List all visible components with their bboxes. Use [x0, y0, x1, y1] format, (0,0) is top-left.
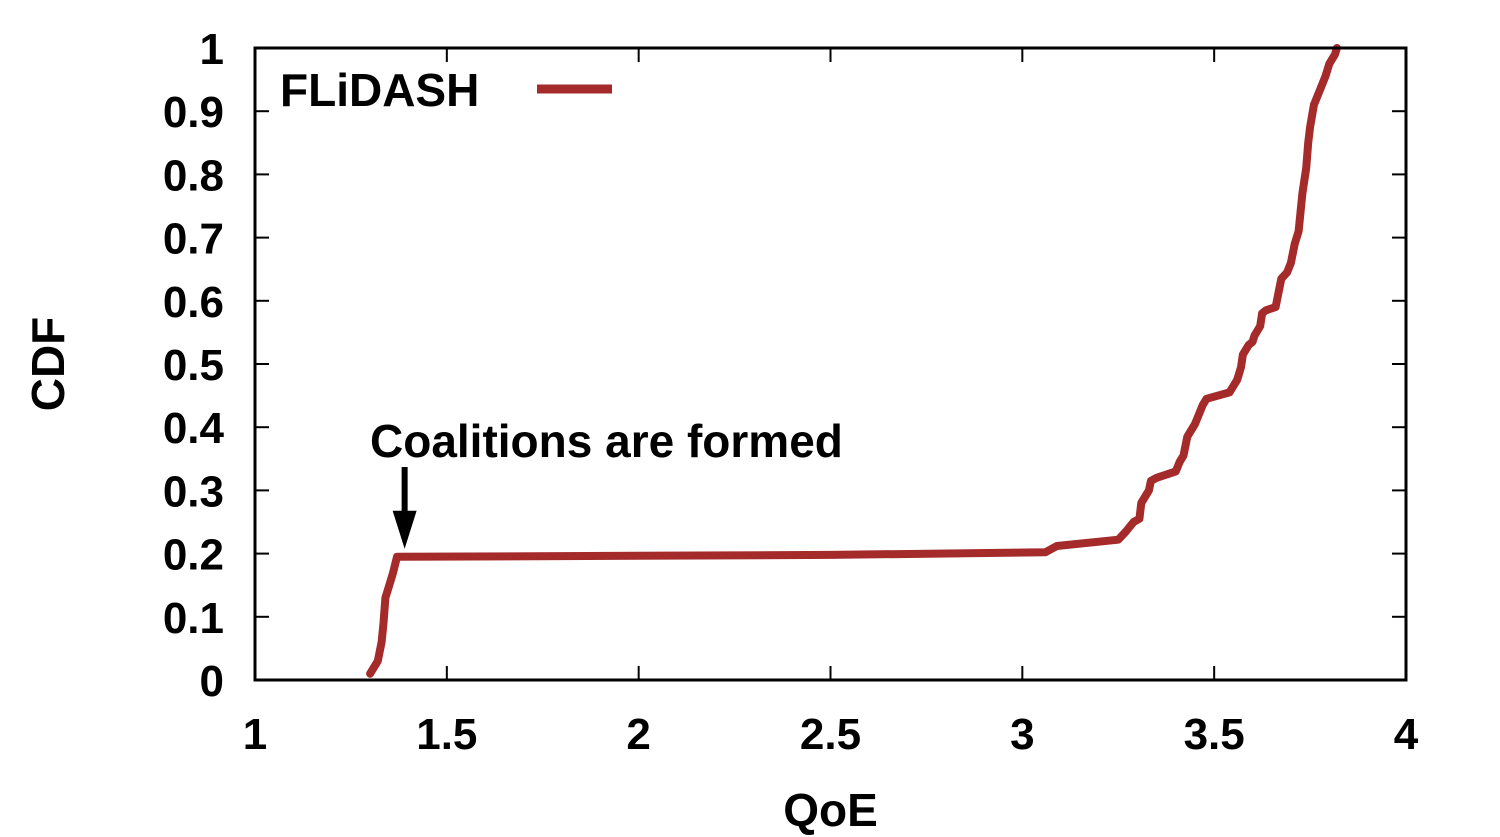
- y-tick-label: 0.9: [163, 88, 224, 137]
- x-tick-labels: 1 1.5 2 2.5 3 3.5 4: [243, 710, 1419, 759]
- y-tick-label: 0.8: [163, 151, 224, 200]
- y-tick-label: 0.2: [163, 531, 224, 580]
- y-tick-label: 0.7: [163, 215, 224, 264]
- x-tick-label: 2.5: [800, 710, 861, 759]
- x-tick-label: 2: [626, 710, 650, 759]
- y-tick-label: 0.3: [163, 467, 224, 516]
- x-tick-label: 4: [1394, 710, 1419, 759]
- annotation-arrow-head: [392, 510, 417, 549]
- y-tick-label: 0.4: [163, 404, 225, 453]
- y-tick-label: 0.1: [163, 594, 224, 643]
- plot-frame: [253, 46, 1408, 682]
- series-layer: [366, 44, 1341, 678]
- y-tick-label: 0: [200, 657, 224, 706]
- x-tick-label: 3: [1010, 710, 1034, 759]
- x-tick-label: 1: [243, 710, 267, 759]
- series-line-flidash: [366, 44, 1341, 678]
- y-axis-title: CDF: [22, 317, 74, 412]
- legend-label: FLiDASH: [280, 64, 479, 116]
- x-tick-label: 3.5: [1184, 710, 1245, 759]
- y-tick-label: 0.6: [163, 278, 224, 327]
- x-axis-title: QoE: [783, 784, 878, 836]
- y-tick-label: 0.5: [163, 341, 224, 390]
- y-tick-labels: 0 0.1 0.2 0.3 0.4 0.5 0.6 0.7 0.8 0.9 1: [163, 25, 225, 706]
- annotation: Coalitions are formed: [370, 415, 843, 549]
- legend: FLiDASH: [280, 64, 612, 116]
- y-tick-label: 1: [200, 25, 224, 74]
- annotation-text: Coalitions are formed: [370, 415, 843, 467]
- x-tick-label: 1.5: [416, 710, 477, 759]
